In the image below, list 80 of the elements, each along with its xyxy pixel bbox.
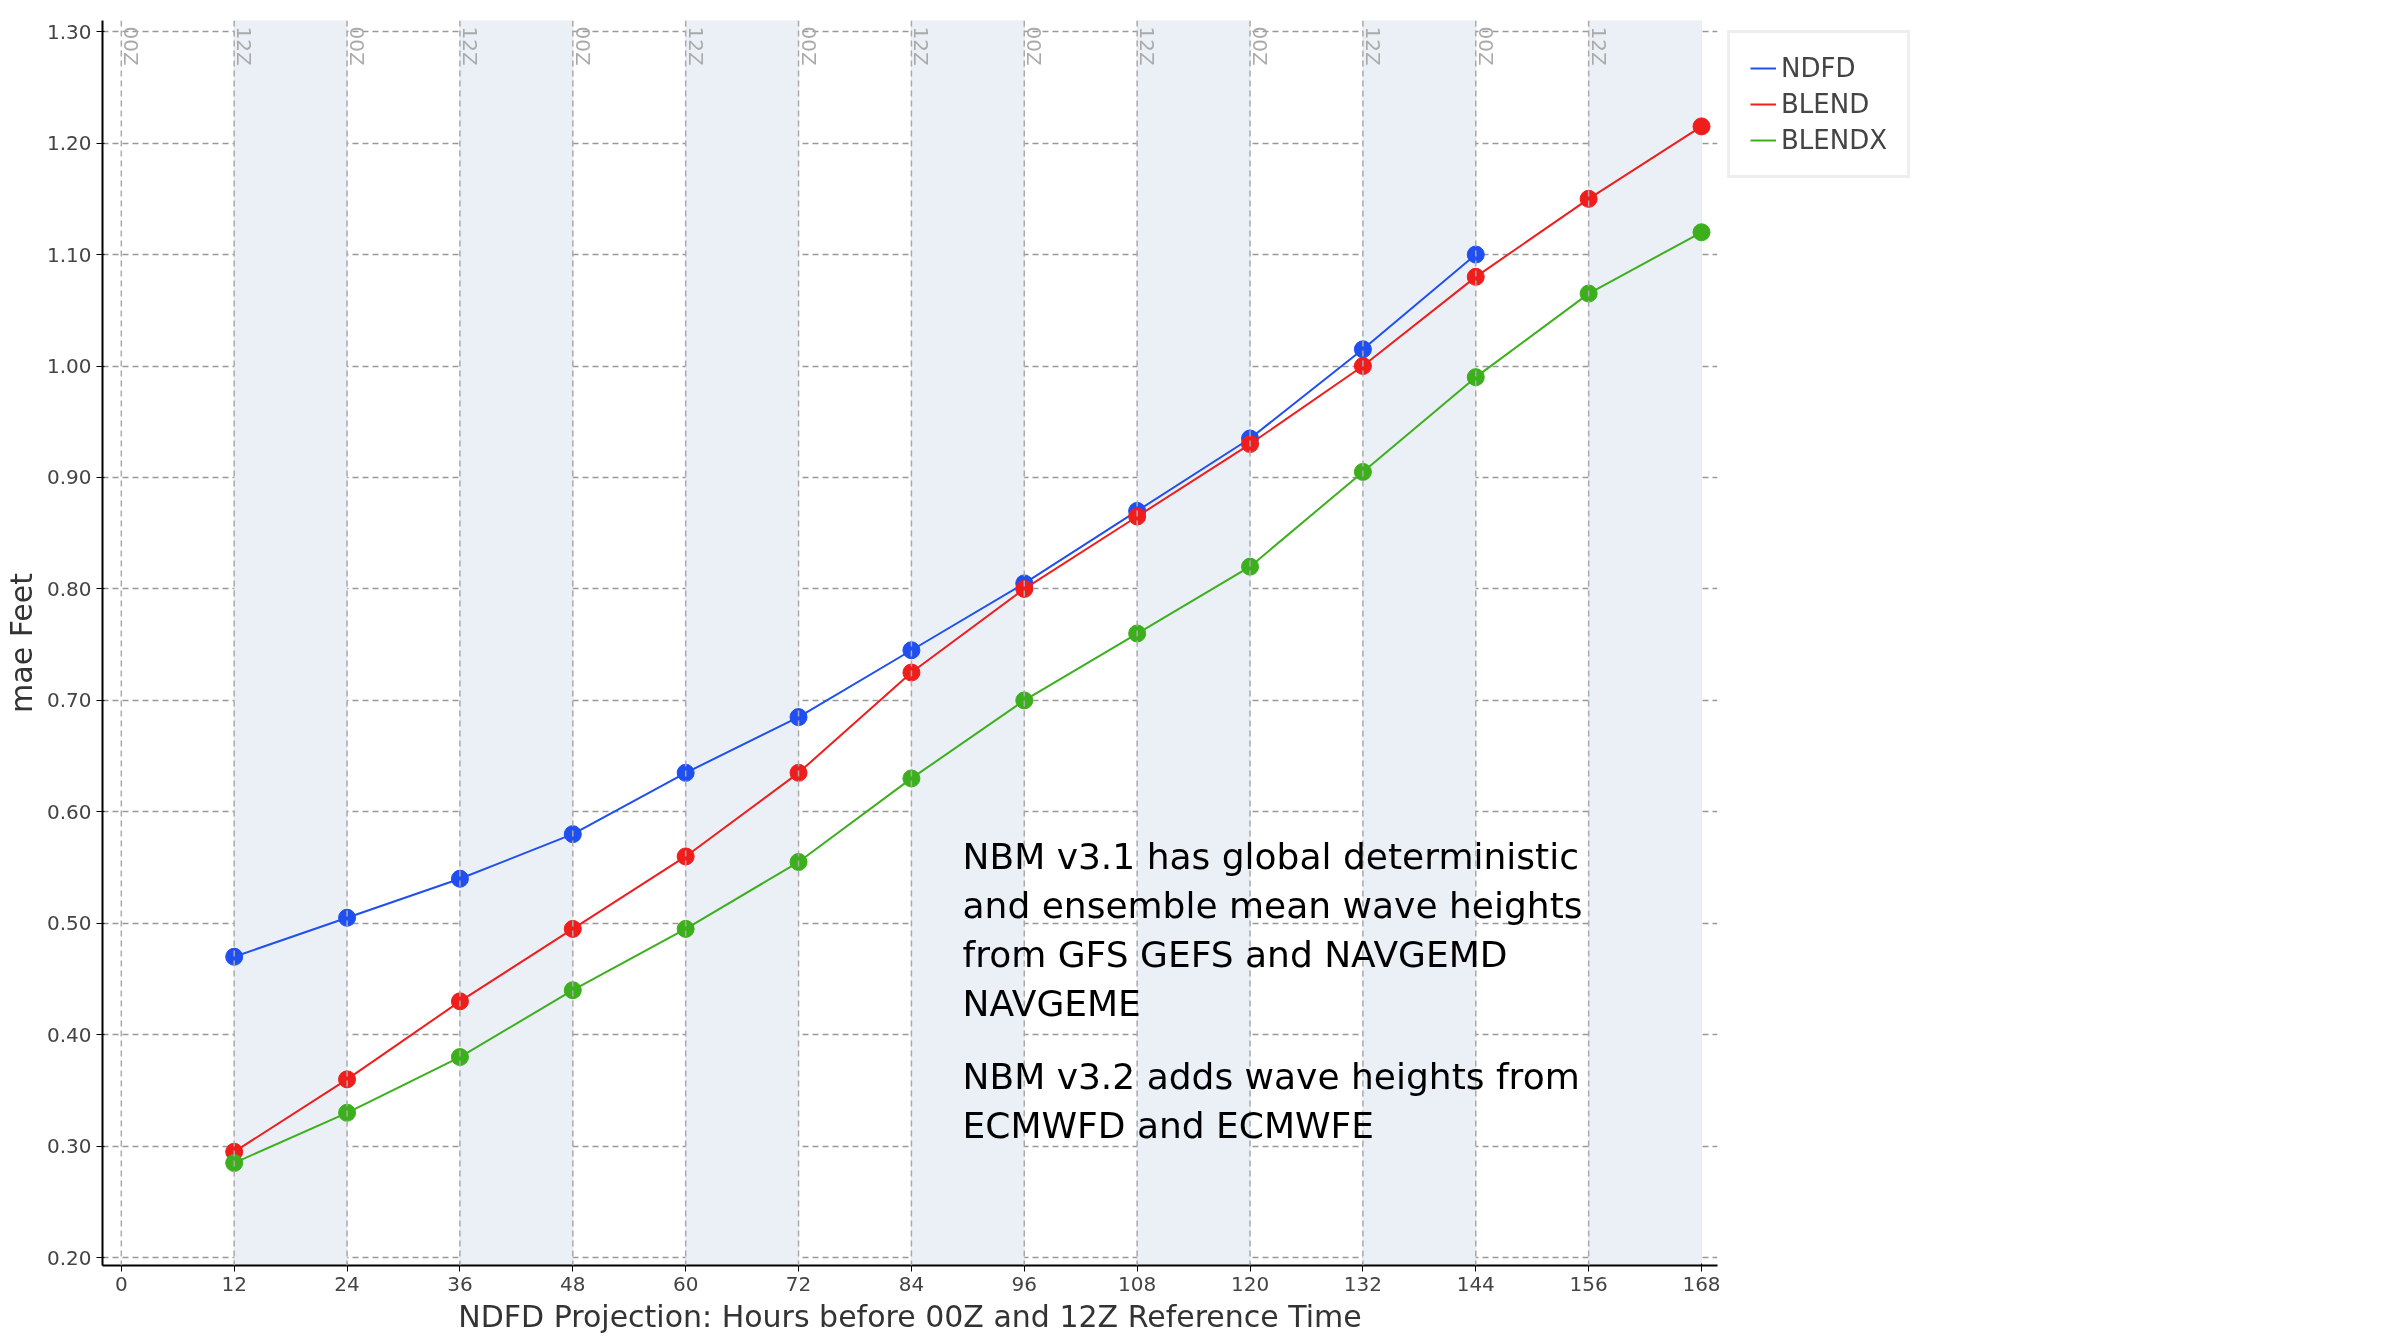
point xyxy=(1466,245,1485,264)
point xyxy=(676,847,695,866)
point xyxy=(450,1048,469,1067)
point xyxy=(1466,267,1485,286)
point xyxy=(1353,462,1372,481)
point xyxy=(225,1153,244,1172)
y-tick-label: 1.10 xyxy=(46,242,92,267)
point xyxy=(338,1103,357,1122)
y-tick-label: 0.30 xyxy=(46,1134,92,1159)
point xyxy=(1128,507,1147,526)
point xyxy=(450,992,469,1011)
ref-line-label: 12Z xyxy=(1586,26,1611,66)
x-tick-label: 156 xyxy=(1569,1271,1608,1296)
x-tick-label: 108 xyxy=(1118,1271,1157,1296)
point xyxy=(1128,624,1147,643)
y-tick-label: 0.40 xyxy=(46,1022,92,1047)
point xyxy=(1579,284,1598,303)
point xyxy=(789,763,808,782)
y-tick-label: 0.80 xyxy=(46,576,92,601)
ref-line-label: 12Z xyxy=(1135,26,1160,66)
x-tick-label: 24 xyxy=(334,1271,360,1296)
x-axis-title: NDFD Projection: Hours before 00Z and 12Z Reference Time xyxy=(458,1298,1362,1334)
point xyxy=(1692,223,1711,242)
x-tick-label: 120 xyxy=(1230,1271,1270,1296)
point xyxy=(902,769,921,788)
y-tick-label: 0.60 xyxy=(46,799,92,824)
x-tick-label: 84 xyxy=(898,1271,925,1296)
y-tick-label: 1.00 xyxy=(46,354,92,379)
point xyxy=(1241,435,1260,454)
y-tick-label: 0.70 xyxy=(46,688,92,713)
point xyxy=(1015,691,1034,710)
point xyxy=(338,908,357,927)
x-tick-label: 132 xyxy=(1343,1271,1382,1296)
x-tick-label: 36 xyxy=(447,1271,473,1296)
point xyxy=(676,763,695,782)
x-tick-label: 72 xyxy=(785,1271,812,1296)
y-tick-label: 0.90 xyxy=(46,465,92,490)
ref-line-label: 00Z xyxy=(345,26,370,66)
y-tick-label: 0.20 xyxy=(46,1245,92,1270)
y-tick-label: 0.50 xyxy=(46,911,92,936)
ref-line-label: 00Z xyxy=(796,26,821,66)
point xyxy=(902,641,921,660)
legend-label: BLEND xyxy=(1781,89,1870,119)
ref-line-label: 12Z xyxy=(457,26,482,66)
ref-line-label: 00Z xyxy=(1022,26,1047,66)
ref-line-label: 00Z xyxy=(119,26,144,66)
x-tick-label: 12 xyxy=(221,1271,247,1296)
x-tick-label: 60 xyxy=(672,1271,699,1296)
ref-line-label: 00Z xyxy=(1473,26,1498,66)
ref-line-label: 12Z xyxy=(909,26,934,66)
annotation: NBM v3.2 adds wave heights from ECMWFD and ECMWFE xyxy=(962,1055,1580,1146)
annotation: NBM v3.1 has global deterministic and ensemble mean wave heights from GFS GEFS and NAVGEMD NAVGEME xyxy=(962,835,1583,1025)
ref-line-label: 00Z xyxy=(570,26,595,66)
point xyxy=(1353,357,1372,376)
point xyxy=(1015,579,1034,598)
point xyxy=(1241,557,1260,576)
point xyxy=(563,825,582,844)
point xyxy=(789,853,808,871)
ref-line-label: 00Z xyxy=(1248,26,1273,66)
ref-line-label: 12Z xyxy=(683,26,708,66)
ref-line-label: 12Z xyxy=(1360,26,1385,66)
point xyxy=(1466,368,1485,387)
point xyxy=(225,947,244,966)
x-tick-label: 168 xyxy=(1682,1271,1721,1296)
x-tick-label: 0 xyxy=(114,1271,128,1296)
point xyxy=(563,981,582,1000)
point xyxy=(1692,117,1711,136)
point xyxy=(789,708,808,727)
y-tick-label: 1.30 xyxy=(46,19,92,44)
ref-line-label: 12Z xyxy=(232,26,257,66)
x-tick-label: 48 xyxy=(560,1271,586,1296)
legend-label: NDFD xyxy=(1781,53,1856,83)
point xyxy=(676,919,695,938)
y-tick-label: 1.20 xyxy=(46,131,92,156)
y-axis-title: mae Feet xyxy=(3,572,39,713)
x-tick-label: 144 xyxy=(1456,1271,1495,1296)
point xyxy=(1579,189,1598,208)
point xyxy=(902,663,921,682)
x-tick-label: 96 xyxy=(1011,1271,1038,1296)
legend-label: BLENDX xyxy=(1781,125,1888,155)
